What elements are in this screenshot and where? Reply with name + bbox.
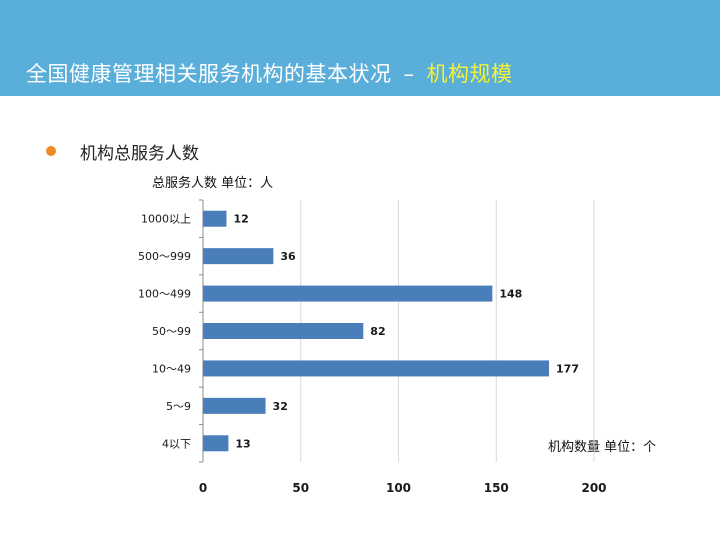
header-bar: 全国健康管理相关服务机构的基本状况 – 机构规模 [0,0,720,96]
bullet-text: 机构总服务人数 [80,143,199,164]
category-label-1: 500～999 [138,250,191,263]
chart-unit-top: 总服务人数 单位：人 [152,176,274,191]
bullet-item: 机构总服务人数 [46,138,199,164]
data-label-6: 13 [235,437,250,450]
page-title: 全国健康管理相关服务机构的基本状况 – 机构规模 [26,58,513,88]
x-tick-label-0: 0 [199,481,207,495]
data-label-4: 177 [556,362,579,375]
title-highlight: 机构规模 [426,62,513,86]
data-label-3: 82 [370,325,385,338]
category-label-3: 50～99 [152,325,191,338]
data-label-5: 32 [273,400,288,413]
bar-6 [203,435,229,452]
data-label-1: 36 [280,250,296,263]
data-label-0: 12 [233,213,248,226]
bar-4 [203,360,550,377]
bullet-dot-icon [46,146,56,156]
category-label-6: 4以下 [162,437,191,450]
x-tick-label-3: 150 [484,481,509,495]
bar-3 [203,323,364,339]
bar-5 [203,397,266,414]
title-main: 全国健康管理相关服务机构的基本状况 [26,62,392,86]
x-tick-label-2: 100 [386,481,411,495]
chart-unit-right: 机构数量 单位：个 [548,440,657,455]
data-label-2: 148 [499,288,522,301]
bar-2 [203,285,493,302]
category-label-5: 5～9 [166,400,191,413]
x-tick-label-1: 50 [292,481,309,495]
title-separator: – [403,62,415,86]
category-label-4: 10～49 [152,362,191,375]
bar-0 [203,210,227,227]
category-label-2: 100～499 [138,288,191,301]
x-tick-label-4: 200 [581,481,606,495]
bar-1 [203,248,274,265]
category-label-0: 1000以上 [141,213,191,226]
